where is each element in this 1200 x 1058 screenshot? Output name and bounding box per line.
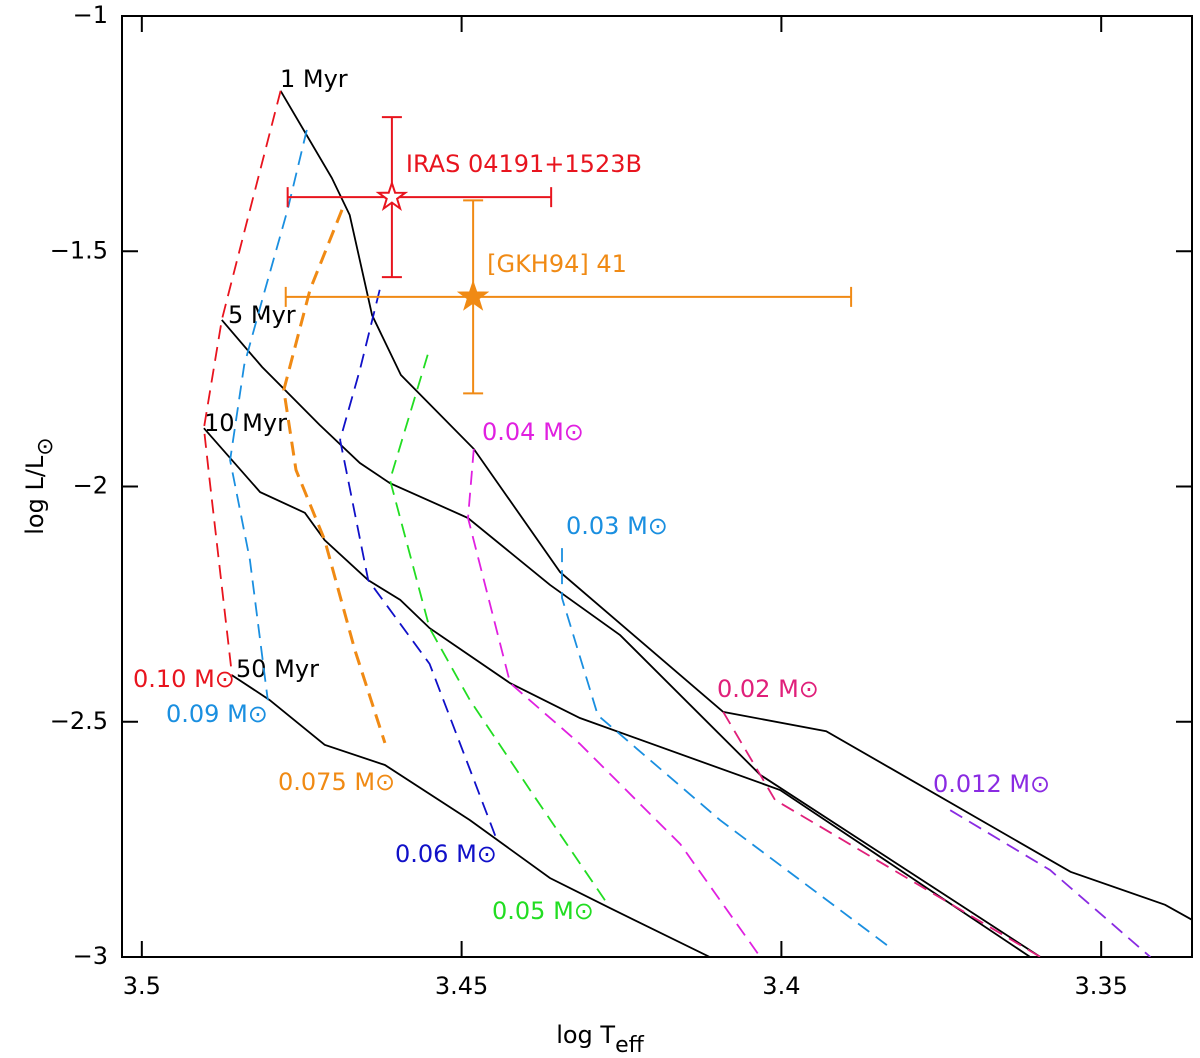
- isochrone-label: 5 Myr: [228, 301, 296, 329]
- mass-track: [202, 90, 282, 676]
- mass-track: [229, 129, 308, 701]
- x-label-main: log T: [556, 1021, 615, 1049]
- y-tick-label: −2: [73, 472, 108, 500]
- star-marker: [375, 179, 409, 212]
- x-tick-label: 3.45: [435, 972, 488, 1000]
- x-tick-label: 3.5: [123, 972, 161, 1000]
- y-tick-label: −1: [73, 1, 108, 29]
- point-label: [GKH94] 41: [487, 250, 627, 278]
- x-tick-label: 3.4: [762, 972, 800, 1000]
- x-tick-label: 3.35: [1074, 972, 1127, 1000]
- mass-label: 0.012 M⊙: [933, 770, 1050, 798]
- plot-frame: [121, 15, 1193, 958]
- mass-track: [467, 448, 762, 957]
- mass-label: 0.02 M⊙: [717, 675, 819, 703]
- mass-label: 0.03 M⊙: [566, 512, 668, 540]
- isochrone: [221, 319, 1041, 957]
- mass-label: 0.06 M⊙: [395, 840, 497, 868]
- isochrone-label: 50 Myr: [236, 655, 319, 683]
- isochrone: [203, 427, 1031, 957]
- mass-label: 0.09 M⊙: [166, 700, 268, 728]
- point-label: IRAS 04191+1523B: [406, 150, 642, 178]
- y-axis-label: log L/L⊙: [21, 437, 58, 534]
- mass-label: 0.075 M⊙: [278, 768, 395, 796]
- x-label-sub: eff: [615, 1033, 645, 1058]
- mass-label: 0.10 M⊙: [133, 665, 235, 693]
- y-label-main: log L/L: [21, 455, 49, 535]
- mass-track: [561, 548, 894, 951]
- isochrone: [231, 674, 711, 957]
- star-marker: [456, 279, 490, 311]
- y-tick-label: −2.5: [50, 707, 108, 735]
- mass-track: [282, 209, 387, 744]
- mass-label: 0.05 M⊙: [492, 897, 594, 925]
- isochrone-label: 10 Myr: [204, 409, 287, 437]
- y-tick-label: −1.5: [50, 236, 108, 264]
- mass-track: [339, 289, 498, 841]
- y-label-sub: ⊙: [33, 437, 58, 455]
- y-tick-label: −3: [73, 942, 108, 970]
- mass-track: [949, 809, 1151, 957]
- x-axis-label: log Teff: [556, 1021, 644, 1058]
- mass-label: 0.04 M⊙: [482, 418, 584, 446]
- isochrone-label: 1 Myr: [280, 65, 348, 93]
- mass-track: [722, 711, 1041, 957]
- isochrone: [279, 90, 1192, 921]
- mass-track: [389, 354, 609, 906]
